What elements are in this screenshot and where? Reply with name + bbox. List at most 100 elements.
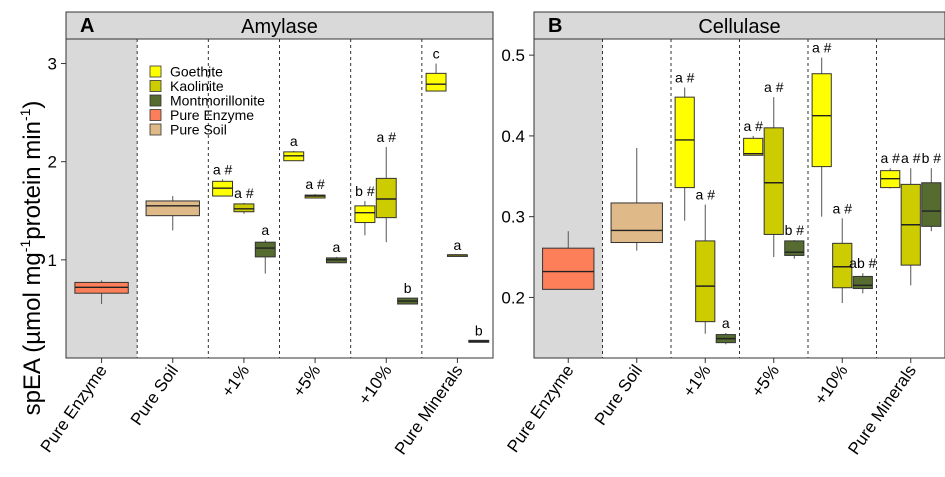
legend-label-montmorillonite: Montmorillonite	[170, 93, 265, 109]
box-5-goethite: a #	[743, 118, 764, 156]
legend-label-pure-soil: Pure Soil	[170, 122, 227, 138]
panel-title: Cellulase	[698, 16, 780, 38]
panel-title-strip	[65, 11, 494, 40]
box-1-kaolinite: a #	[233, 185, 255, 214]
box-body	[832, 242, 853, 289]
ylabel-sup-2: -1	[17, 108, 33, 121]
box-body	[425, 72, 447, 92]
significance-label: ab #	[849, 255, 876, 271]
significance-label: b #	[922, 150, 942, 166]
box-5-montmorillonite: b #	[784, 222, 805, 259]
box-pure-enzyme-pure-enzyme	[542, 231, 595, 290]
box-pure-minerals-kaolinite: a	[446, 237, 468, 257]
box-1-montmorillonite: a	[254, 222, 276, 274]
box-pure-minerals-kaolinite: a #	[900, 150, 921, 286]
box-body	[145, 200, 200, 217]
legend-swatch-goethite	[149, 65, 162, 78]
y-tick-label: 0.5	[501, 46, 525, 65]
shaded-region	[534, 39, 603, 358]
box-body	[233, 203, 255, 213]
x-tick-label-1: +1%	[218, 361, 253, 400]
significance-label: a #	[901, 150, 921, 166]
legend-swatch-pure-soil	[149, 123, 162, 136]
box-1-goethite: a #	[674, 69, 695, 221]
significance-label: b #	[355, 183, 375, 199]
box-pure-enzyme-pure-enzyme	[74, 280, 129, 305]
box-10-montmorillonite: ab #	[849, 255, 877, 294]
legend-label-pure-enzyme: Pure Enzyme	[170, 107, 254, 123]
significance-label: a	[333, 239, 341, 255]
significance-label: a	[290, 133, 298, 149]
shaded-region	[66, 39, 138, 358]
y-tick-label: 3	[48, 55, 57, 74]
panel-title: Amylase	[241, 16, 318, 38]
significance-label: a #	[880, 150, 900, 166]
significance-label: a #	[743, 118, 763, 134]
box-body	[852, 275, 873, 290]
significance-label: a	[261, 222, 269, 238]
x-tick-label-pure-soil: Pure Soil	[127, 361, 182, 428]
box-10-goethite: b #	[354, 183, 376, 236]
significance-label: a #	[696, 187, 716, 203]
significance-label: a #	[213, 161, 233, 177]
significance-label: c	[433, 46, 440, 62]
significance-label: b	[404, 280, 412, 296]
significance-label: a #	[234, 185, 254, 201]
y-tick-label: 0.2	[501, 288, 525, 307]
box-body	[921, 182, 942, 227]
panel-b: B Cellulase 0.2 0.3 0.4 0.5 Pure Enzyme Pure So…	[501, 11, 945, 458]
box-body	[354, 205, 376, 224]
box-body	[695, 240, 716, 323]
box-1-montmorillonite: a	[715, 315, 736, 345]
box-10-kaolinite: a #	[375, 129, 397, 243]
significance-label: a #	[812, 40, 832, 56]
ylabel-part-main: spEA (µmol mg	[19, 252, 46, 415]
x-tick-label-pure-enzyme: Pure Enzyme	[503, 361, 577, 455]
x-tick-label-5: +5%	[289, 361, 324, 400]
box-5-kaolinite: a #	[304, 176, 326, 199]
box-5-montmorillonite: a	[325, 239, 347, 264]
box-10-montmorillonite: b	[397, 280, 419, 305]
legend-swatch-kaolinite	[149, 80, 162, 92]
x-tick-label-pure-minerals: Pure Minerals	[391, 361, 467, 458]
box-5-goethite: a	[283, 133, 305, 162]
box-body	[542, 247, 595, 290]
box-body	[784, 240, 805, 256]
legend-swatch-pure-enzyme	[149, 109, 162, 121]
significance-label: b #	[785, 222, 805, 238]
x-tick-label-pure-soil: Pure Soil	[591, 361, 646, 428]
panel-letter: B	[548, 15, 562, 37]
x-tick-label-1: +1%	[679, 361, 714, 400]
plot-frame	[65, 38, 494, 359]
significance-label: a #	[305, 176, 325, 192]
plot-frame	[533, 38, 945, 359]
box-pure-minerals-goethite: c	[425, 46, 447, 92]
box-body	[254, 241, 276, 258]
box-1-goethite: a #	[212, 161, 234, 197]
ylabel-sup-1: -1	[17, 240, 33, 253]
legend-swatch-montmorillonite	[149, 94, 162, 107]
svg-text:spEA (µmol mg-1protein min-1): spEA (µmol mg-1protein min-1)	[17, 101, 46, 416]
panel-letter: A	[80, 15, 94, 37]
box-pure-minerals-goethite: a #	[880, 150, 901, 189]
ylabel-part-end: )	[19, 101, 46, 109]
y-tick-label: 0.3	[501, 208, 525, 227]
significance-label: a #	[377, 129, 397, 145]
x-tick-label-pure-minerals: Pure Minerals	[844, 361, 920, 458]
box-body	[610, 202, 663, 244]
box-pure-soil-pure-soil	[145, 196, 200, 231]
legend-label-kaolinite: Kaolinite	[170, 78, 224, 94]
x-tick-label-10: +10%	[811, 361, 852, 408]
box-pure-soil-pure-soil	[610, 148, 663, 251]
y-tick-label: 0.4	[501, 127, 525, 146]
significance-label: a #	[675, 69, 695, 85]
significance-label: a #	[764, 79, 784, 95]
box-body	[375, 177, 397, 219]
box-5-kaolinite: a #	[763, 79, 784, 258]
box-body	[674, 96, 695, 189]
x-tick-label-5: +5%	[748, 361, 783, 400]
box-pure-minerals-montmorillonite: b #	[921, 150, 942, 232]
